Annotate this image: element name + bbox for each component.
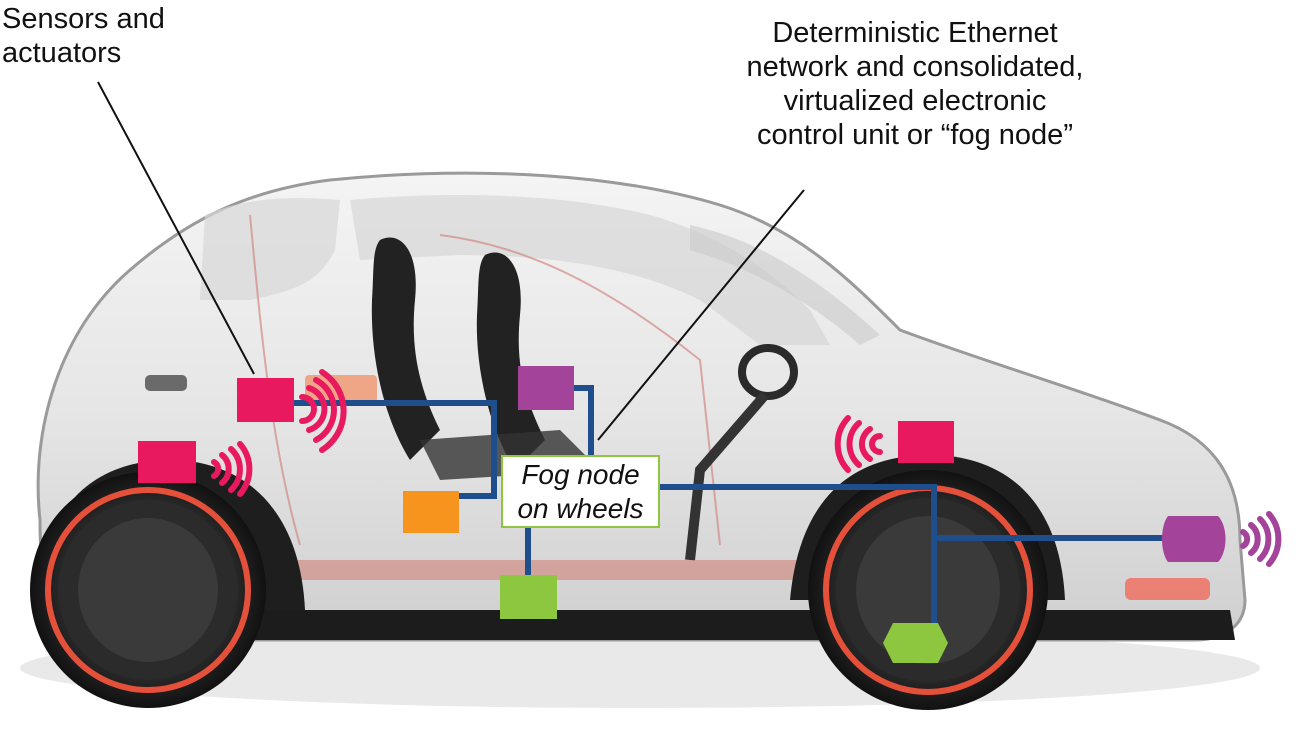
signal-waves-front-bumper [1240, 511, 1282, 567]
side-windows [350, 195, 830, 345]
green-sensor-floor [500, 575, 557, 619]
fog-box-line-2: on wheels [517, 493, 644, 524]
purple-sensor-seat [518, 366, 574, 410]
front-wheel [808, 470, 1048, 710]
rear-wheel [30, 472, 266, 708]
fog-description-label: Deterministic Ethernet network and conso… [690, 16, 1140, 152]
fog-label-line-2: network and consolidated, [746, 51, 1084, 83]
fog-box-line-1: Fog node [521, 459, 640, 490]
fog-node-box: Fog node on wheels [501, 455, 660, 528]
steering-column [685, 391, 769, 561]
fog-label-line-4: control unit or “fog node” [757, 119, 1073, 151]
sensors-label: Sensors and actuators [2, 2, 222, 70]
signal-waves-rear-lower [211, 441, 253, 497]
sensors-label-line-1: Sensors and [2, 3, 165, 35]
fog-label-line-1: Deterministic Ethernet [772, 17, 1058, 49]
signal-waves-rear-upper [299, 369, 347, 453]
signal-waves-front [834, 415, 883, 473]
pink-sensor-rear-upper [237, 378, 294, 422]
sensors-label-line-2: actuators [2, 37, 122, 69]
rear-window [200, 198, 340, 300]
steering-wheel [738, 344, 798, 400]
green-sensor-front-wheel [883, 623, 948, 663]
front-light [1125, 578, 1210, 600]
floor-pan [270, 560, 800, 580]
fog-label-line-3: virtualized electronic [783, 85, 1047, 117]
pink-sensor-rear-lower [138, 441, 196, 483]
orange-sensor [403, 491, 459, 533]
rear-handle [145, 375, 187, 391]
fog-leader-line [597, 189, 805, 441]
pink-sensor-front [898, 421, 954, 463]
ethernet-network [290, 385, 1171, 633]
sensors-leader-line [97, 81, 255, 375]
windshield [690, 225, 880, 345]
purple-sensor-front-bumper [1162, 516, 1226, 562]
